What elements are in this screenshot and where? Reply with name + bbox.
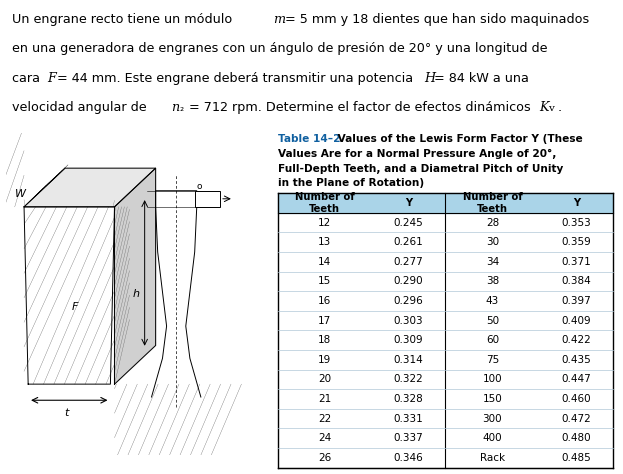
Polygon shape: [24, 168, 156, 207]
Text: n: n: [171, 101, 179, 114]
Text: Values Are for a Normal Pressure Angle of 20°,: Values Are for a Normal Pressure Angle o…: [277, 149, 556, 159]
Text: 0.328: 0.328: [394, 394, 424, 404]
Bar: [277, 193, 613, 213]
Text: 12: 12: [318, 218, 331, 228]
Text: W: W: [14, 189, 26, 199]
Text: Y: Y: [573, 198, 580, 208]
Text: 34: 34: [486, 257, 499, 267]
Text: 0.331: 0.331: [394, 414, 424, 424]
Text: 26: 26: [318, 453, 331, 463]
Text: 20: 20: [318, 374, 331, 384]
Text: = 84 kW a una: = 84 kW a una: [434, 72, 529, 85]
Text: 19: 19: [318, 355, 331, 365]
Text: 50: 50: [486, 316, 499, 326]
Text: Number of
Teeth: Number of Teeth: [463, 192, 522, 214]
Text: 18: 18: [318, 335, 331, 345]
Text: H: H: [424, 72, 435, 85]
Text: 16: 16: [318, 296, 331, 306]
Text: = 712 rpm. Determine el factor de efectos dinámicos: = 712 rpm. Determine el factor de efecto…: [189, 101, 535, 114]
Text: = 5 mm y 18 dientes que han sido maquinados: = 5 mm y 18 dientes que han sido maquina…: [285, 12, 589, 26]
Text: 300: 300: [483, 414, 502, 424]
Text: 24: 24: [318, 433, 331, 443]
Text: F: F: [47, 72, 56, 85]
Text: 17: 17: [318, 316, 331, 326]
Text: 43: 43: [486, 296, 499, 306]
Text: 0.353: 0.353: [561, 218, 591, 228]
Text: 0.435: 0.435: [561, 355, 591, 365]
Text: 0.460: 0.460: [561, 394, 591, 404]
Text: 30: 30: [486, 237, 499, 247]
Text: F: F: [72, 302, 78, 312]
Text: Un engrane recto tiene un módulo: Un engrane recto tiene un módulo: [12, 12, 237, 26]
Bar: [196, 191, 220, 207]
Text: 0.296: 0.296: [394, 296, 424, 306]
Text: .: .: [558, 101, 562, 114]
Text: K: K: [539, 101, 548, 114]
Text: 0.409: 0.409: [561, 316, 591, 326]
Text: velocidad angular de: velocidad angular de: [12, 101, 155, 114]
Text: 0.422: 0.422: [561, 335, 591, 345]
Text: Values of the Lewis Form Factor Y (These: Values of the Lewis Form Factor Y (These: [334, 135, 583, 145]
Text: 60: 60: [486, 335, 499, 345]
Text: 0.371: 0.371: [561, 257, 591, 267]
Text: 0.314: 0.314: [394, 355, 424, 365]
Text: 0.447: 0.447: [561, 374, 591, 384]
Text: o: o: [197, 182, 202, 191]
Text: en una generadora de engranes con un ángulo de presión de 20° y una longitud de: en una generadora de engranes con un áng…: [12, 42, 548, 55]
Text: 15: 15: [318, 276, 331, 286]
Text: 150: 150: [483, 394, 502, 404]
Text: in the Plane of Rotation): in the Plane of Rotation): [277, 179, 424, 189]
Text: 0.485: 0.485: [561, 453, 591, 463]
Text: 0.261: 0.261: [394, 237, 424, 247]
Text: 0.322: 0.322: [394, 374, 424, 384]
Text: 0.277: 0.277: [394, 257, 424, 267]
Text: 14: 14: [318, 257, 331, 267]
Text: Number of
Teeth: Number of Teeth: [295, 192, 354, 214]
Text: 0.245: 0.245: [394, 218, 424, 228]
Text: 13: 13: [318, 237, 331, 247]
Text: 0.384: 0.384: [561, 276, 591, 286]
Text: 21: 21: [318, 394, 331, 404]
Polygon shape: [115, 168, 156, 384]
Text: 38: 38: [486, 276, 499, 286]
Text: 0.290: 0.290: [394, 276, 423, 286]
Polygon shape: [24, 207, 115, 384]
Text: ₂: ₂: [179, 103, 183, 113]
Text: 0.472: 0.472: [561, 414, 591, 424]
Text: 75: 75: [486, 355, 499, 365]
Text: 100: 100: [483, 374, 502, 384]
Text: 0.337: 0.337: [394, 433, 424, 443]
Text: 0.480: 0.480: [561, 433, 591, 443]
Text: 0.309: 0.309: [394, 335, 423, 345]
Text: 28: 28: [486, 218, 499, 228]
Text: h: h: [133, 289, 140, 299]
Text: 0.397: 0.397: [561, 296, 591, 306]
Text: cara: cara: [12, 72, 44, 85]
Text: Rack: Rack: [480, 453, 505, 463]
Text: 400: 400: [483, 433, 502, 443]
Text: 22: 22: [318, 414, 331, 424]
Text: 0.359: 0.359: [561, 237, 591, 247]
Text: Y: Y: [405, 198, 412, 208]
Text: v: v: [548, 104, 554, 113]
Text: Full-Depth Teeth, and a Diametral Pitch of Unity: Full-Depth Teeth, and a Diametral Pitch …: [277, 164, 563, 173]
Text: t: t: [64, 409, 69, 419]
Text: 0.303: 0.303: [394, 316, 423, 326]
Text: m: m: [273, 12, 285, 26]
Text: Table 14–2: Table 14–2: [277, 135, 340, 145]
Text: = 44 mm. Este engrane deberá transmitir una potencia: = 44 mm. Este engrane deberá transmitir …: [57, 72, 421, 85]
Text: 0.346: 0.346: [394, 453, 424, 463]
